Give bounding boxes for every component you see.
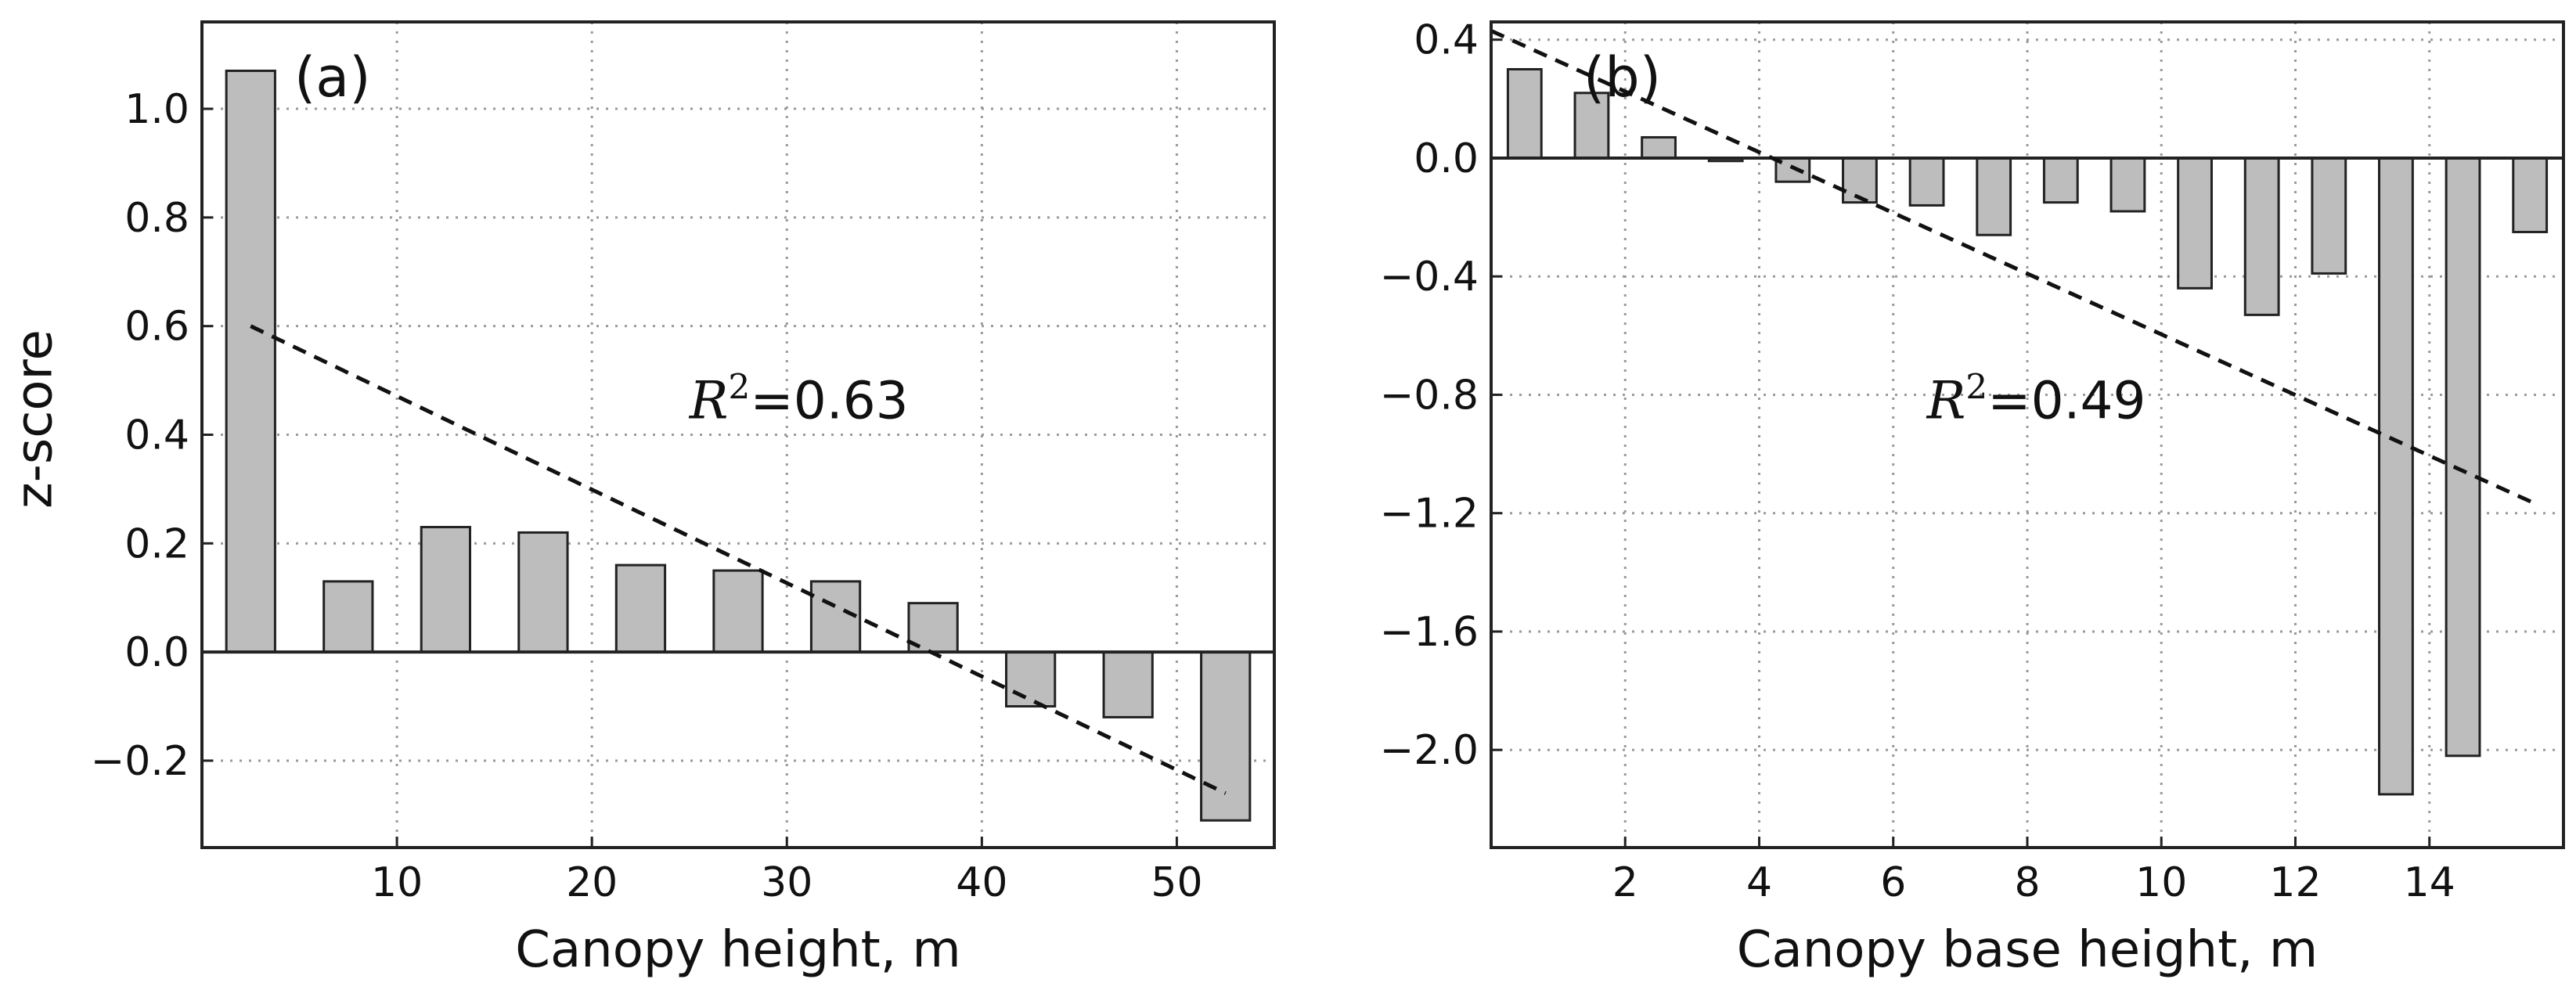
panel-b-bar (2243, 157, 2280, 316)
panel-b-x-tick-label: 2 (1612, 859, 1638, 906)
panel-b-r2-annotation: R2=0.49 (1926, 367, 2146, 431)
panel-a-bar (322, 580, 374, 653)
panel-b-y-tick-label: −0.8 (1380, 372, 1479, 419)
panel-a-grid (202, 22, 1274, 848)
panel-a-y-ticks: −0.2 0.0 0.2 0.4 0.6 0.8 1.0 (91, 86, 213, 785)
panel-a-x-tick-label: 20 (566, 859, 618, 906)
panel-a-bar (614, 563, 667, 653)
panel-a-y-tick-label: 0.4 (124, 412, 189, 459)
panel-b: 2 4 6 8 10 12 14 −2.0 −1.6 −1.2 −0.8 −0.4 0.0 0.4 (b… (1380, 17, 2565, 979)
panel-b-label: (b) (1583, 45, 1661, 110)
panel-b-r2-exponent: 2 (1965, 367, 1987, 407)
panel-b-bar (1506, 68, 1543, 160)
panel-b-y-tick-label: −2.0 (1380, 727, 1479, 774)
panel-b-y-tick-label: −1.6 (1380, 609, 1479, 656)
panel-a-trendline (250, 324, 1227, 795)
panel-b-x-tick-label: 6 (1880, 859, 1906, 906)
panel-a-label: (a) (294, 45, 371, 110)
panel-b-bar (2512, 157, 2549, 233)
panel-b-r2-symbol: R (1926, 371, 1966, 431)
panel-b-bar (1842, 157, 1878, 204)
panel-b-y-tick-label: 0.0 (1414, 135, 1479, 182)
panel-b-x-tick-label: 8 (2014, 859, 2040, 906)
panel-a-y-tick-label: 0.0 (124, 629, 189, 676)
panel-b-bar (2177, 157, 2213, 290)
panel-a-bar (225, 69, 276, 653)
panel-a-r2-value: =0.63 (750, 371, 908, 431)
panel-b-bar (2109, 157, 2146, 213)
panel-b-y-tick-label: −0.4 (1380, 254, 1479, 301)
panel-a-y-axis-label: z-score (6, 329, 64, 509)
panel-a-x-ticks: 10 20 30 40 50 (371, 837, 1203, 906)
panel-b-bar (1641, 135, 1677, 160)
panel-a-r2-symbol: R (689, 371, 729, 431)
panel-a-bar (1200, 650, 1252, 822)
panel-a-x-tick-label: 50 (1151, 859, 1202, 906)
panel-a: 10 20 30 40 50 −0.2 0.0 0.2 0.4 0.6 0.8 1.0 (a) R2… (6, 20, 1276, 979)
panel-b-r2-value: =0.49 (1987, 371, 2145, 431)
panel-b-x-axis-label: Canopy base height, m (1737, 921, 2318, 979)
panel-b-bar (1573, 92, 1610, 160)
panel-a-y-tick-label: 0.2 (124, 520, 189, 567)
panel-b-bar (2311, 157, 2347, 275)
panel-b-y-tick-label: −1.2 (1380, 491, 1479, 538)
panel-b-bar (1908, 157, 1945, 207)
panel-a-bar (1005, 650, 1057, 708)
panel-a-x-axis-label: Canopy height, m (515, 921, 961, 979)
panel-a-y-tick-label: −0.2 (91, 738, 189, 785)
panel-b-bar (2444, 157, 2481, 758)
panel-a-bar (517, 531, 569, 653)
panel-b-x-tick-label: 10 (2135, 859, 2187, 906)
panel-a-x-tick-label: 30 (761, 859, 812, 906)
panel-a-bar (420, 525, 472, 653)
panel-a-y-tick-label: 0.8 (124, 195, 189, 242)
panel-a-r2-annotation: R2=0.63 (689, 367, 909, 431)
panel-b-trendline (1490, 29, 2538, 506)
panel-a-bar (712, 569, 764, 653)
panel-b-x-tick-label: 12 (2269, 859, 2321, 906)
panel-a-y-tick-label: 1.0 (124, 86, 189, 133)
panel-a-bar (1102, 650, 1154, 718)
panel-a-bars (225, 69, 1252, 822)
panel-b-bar (2378, 157, 2414, 796)
panel-b-bar (1976, 157, 2012, 236)
panel-a-x-tick-label: 10 (371, 859, 423, 906)
panel-a-y-tick-label: 0.6 (124, 304, 189, 351)
panel-b-bar (2042, 157, 2079, 204)
panel-b-x-tick-label: 4 (1746, 859, 1772, 906)
panel-a-r2-exponent: 2 (728, 367, 750, 407)
panel-a-x-tick-label: 40 (956, 859, 1007, 906)
panel-b-bars (1506, 68, 2549, 796)
panel-b-y-ticks: −2.0 −1.6 −1.2 −0.8 −0.4 0.0 0.4 (1380, 17, 1502, 774)
panel-b-x-ticks: 2 4 6 8 10 12 14 (1612, 837, 2455, 906)
panel-b-y-tick-label: 0.4 (1414, 17, 1479, 64)
panel-b-x-tick-label: 14 (2404, 859, 2455, 906)
